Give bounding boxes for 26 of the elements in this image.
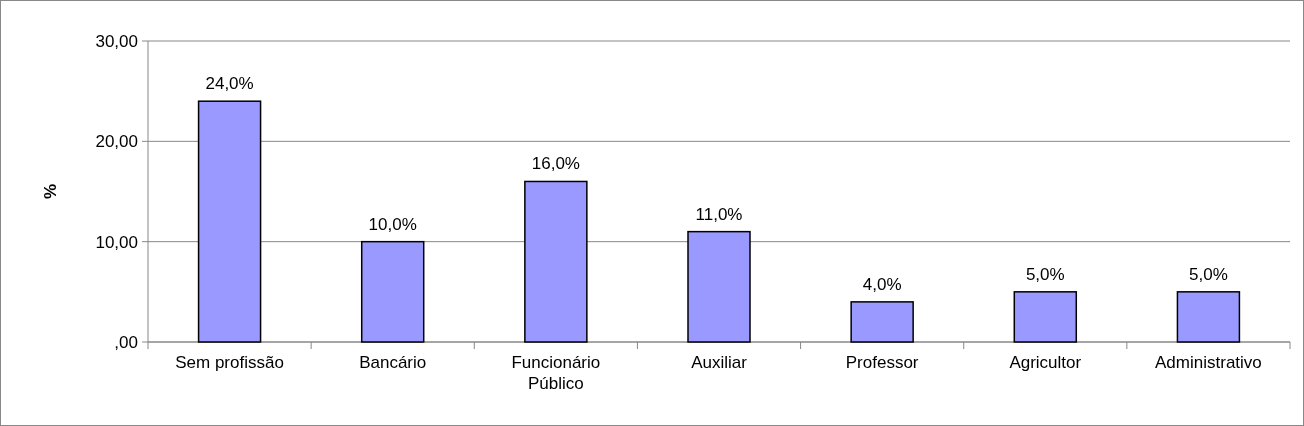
x-tick-label: Funcionário Público: [511, 353, 601, 393]
data-label: 5,0%: [1025, 264, 1065, 284]
x-tick-label: Professor: [845, 353, 919, 372]
y-tick-label: 20,00: [95, 132, 138, 152]
data-label: 5,0%: [1189, 264, 1228, 284]
bar: [1176, 291, 1241, 343]
y-axis-title: %: [41, 183, 60, 200]
bar: [360, 240, 425, 343]
x-tick-label: Bancário: [359, 353, 427, 372]
data-label: 16,0%: [531, 154, 580, 174]
x-tick-label: Sem profissão: [175, 353, 284, 372]
x-tick-label: Administrativo: [1155, 353, 1262, 372]
bar: [850, 301, 914, 343]
data-label: 4,0%: [862, 274, 902, 294]
bar: [1013, 291, 1078, 343]
bar: [687, 230, 751, 343]
data-label: 24,0%: [205, 74, 254, 94]
y-tick-label: ,00: [114, 332, 138, 352]
data-label: 10,0%: [368, 214, 417, 234]
y-tick-label: 30,00: [95, 31, 138, 51]
y-tick-label: 10,00: [95, 232, 138, 252]
x-tick-label: Agricultor: [1009, 353, 1082, 372]
data-label: 11,0%: [695, 204, 743, 224]
bar: [197, 100, 262, 343]
bar: [524, 180, 588, 343]
x-tick-label: Auxiliar: [691, 353, 748, 372]
